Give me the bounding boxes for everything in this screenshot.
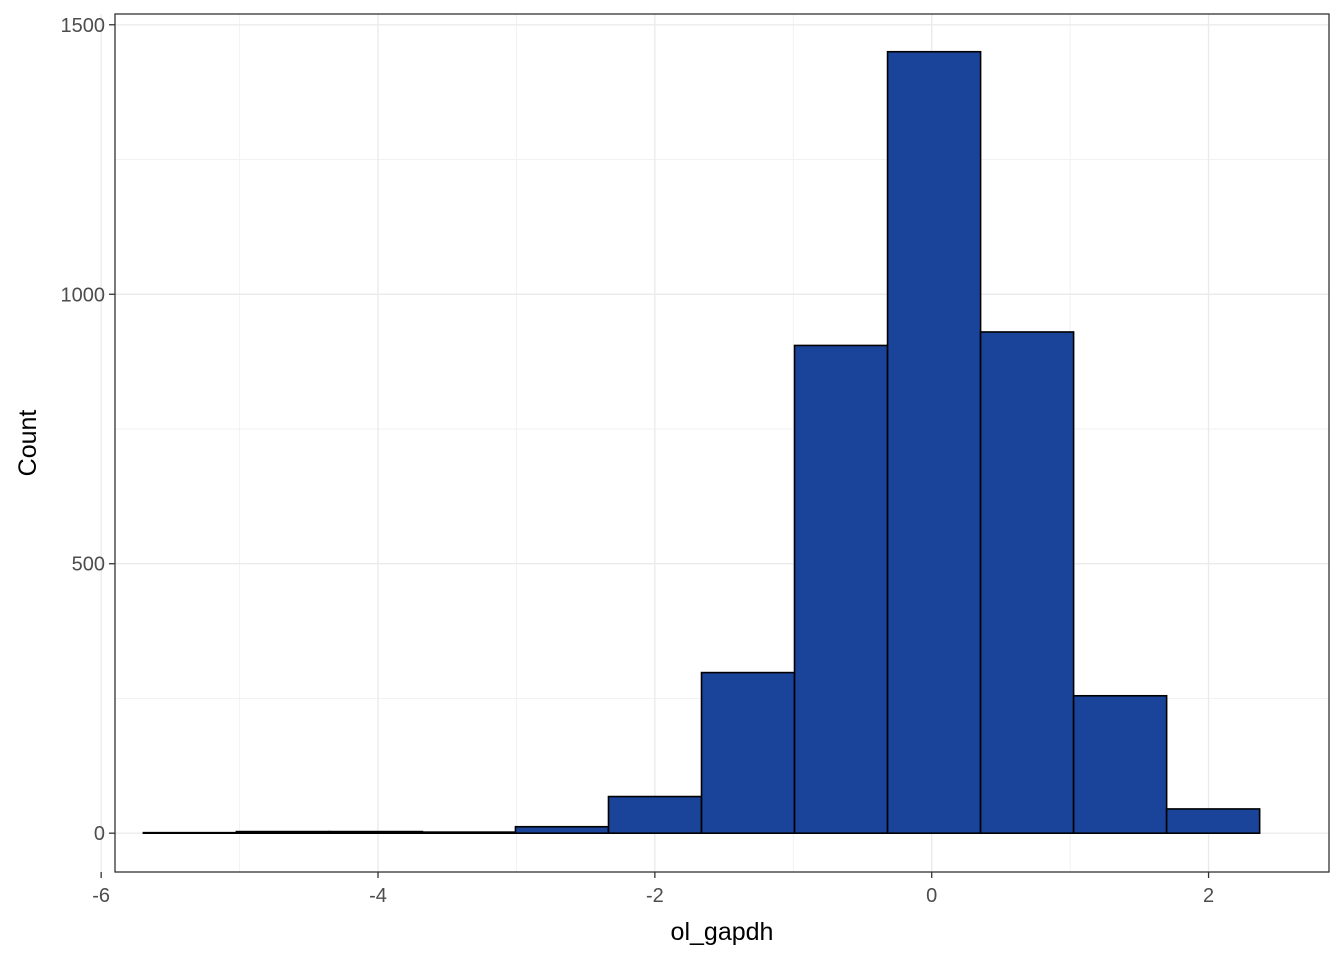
- x-tick-label: 0: [926, 885, 937, 907]
- plot-panel-border: [114, 13, 1330, 873]
- x-tick-label: -2: [646, 885, 664, 907]
- histogram-bar-1: [235, 830, 331, 834]
- y-tick-label: 500: [72, 554, 105, 576]
- y-axis-title: Count: [14, 410, 42, 477]
- x-tick-label: -6: [92, 885, 110, 907]
- y-axis: 0 500 1000 1500: [61, 15, 115, 845]
- y-tick-label: 0: [94, 823, 105, 845]
- x-tick-label: -4: [369, 885, 387, 907]
- histogram-bar-7: [793, 344, 889, 834]
- histogram-bar-4: [514, 825, 610, 834]
- histogram-bar-10: [1072, 694, 1168, 834]
- histogram-bar-3: [421, 831, 517, 834]
- y-tick-label: 1500: [61, 15, 106, 37]
- y-tick-label: 1000: [61, 284, 106, 306]
- x-axis: -6 -4 -2 0 2: [92, 872, 1214, 907]
- x-axis-title: ol_gapdh: [671, 918, 774, 946]
- histogram-bar-8: [886, 50, 982, 834]
- histogram-bar-11: [1165, 808, 1261, 834]
- histogram-bar-6: [700, 671, 796, 834]
- histogram-bar-2: [328, 830, 424, 834]
- histogram-bars: [142, 50, 1261, 834]
- histogram-bar-0: [142, 831, 238, 834]
- histogram-bar-9: [979, 331, 1075, 834]
- x-tick-label: 2: [1203, 885, 1214, 907]
- histogram-bar-5: [607, 795, 703, 834]
- minor-grid: [115, 14, 1329, 872]
